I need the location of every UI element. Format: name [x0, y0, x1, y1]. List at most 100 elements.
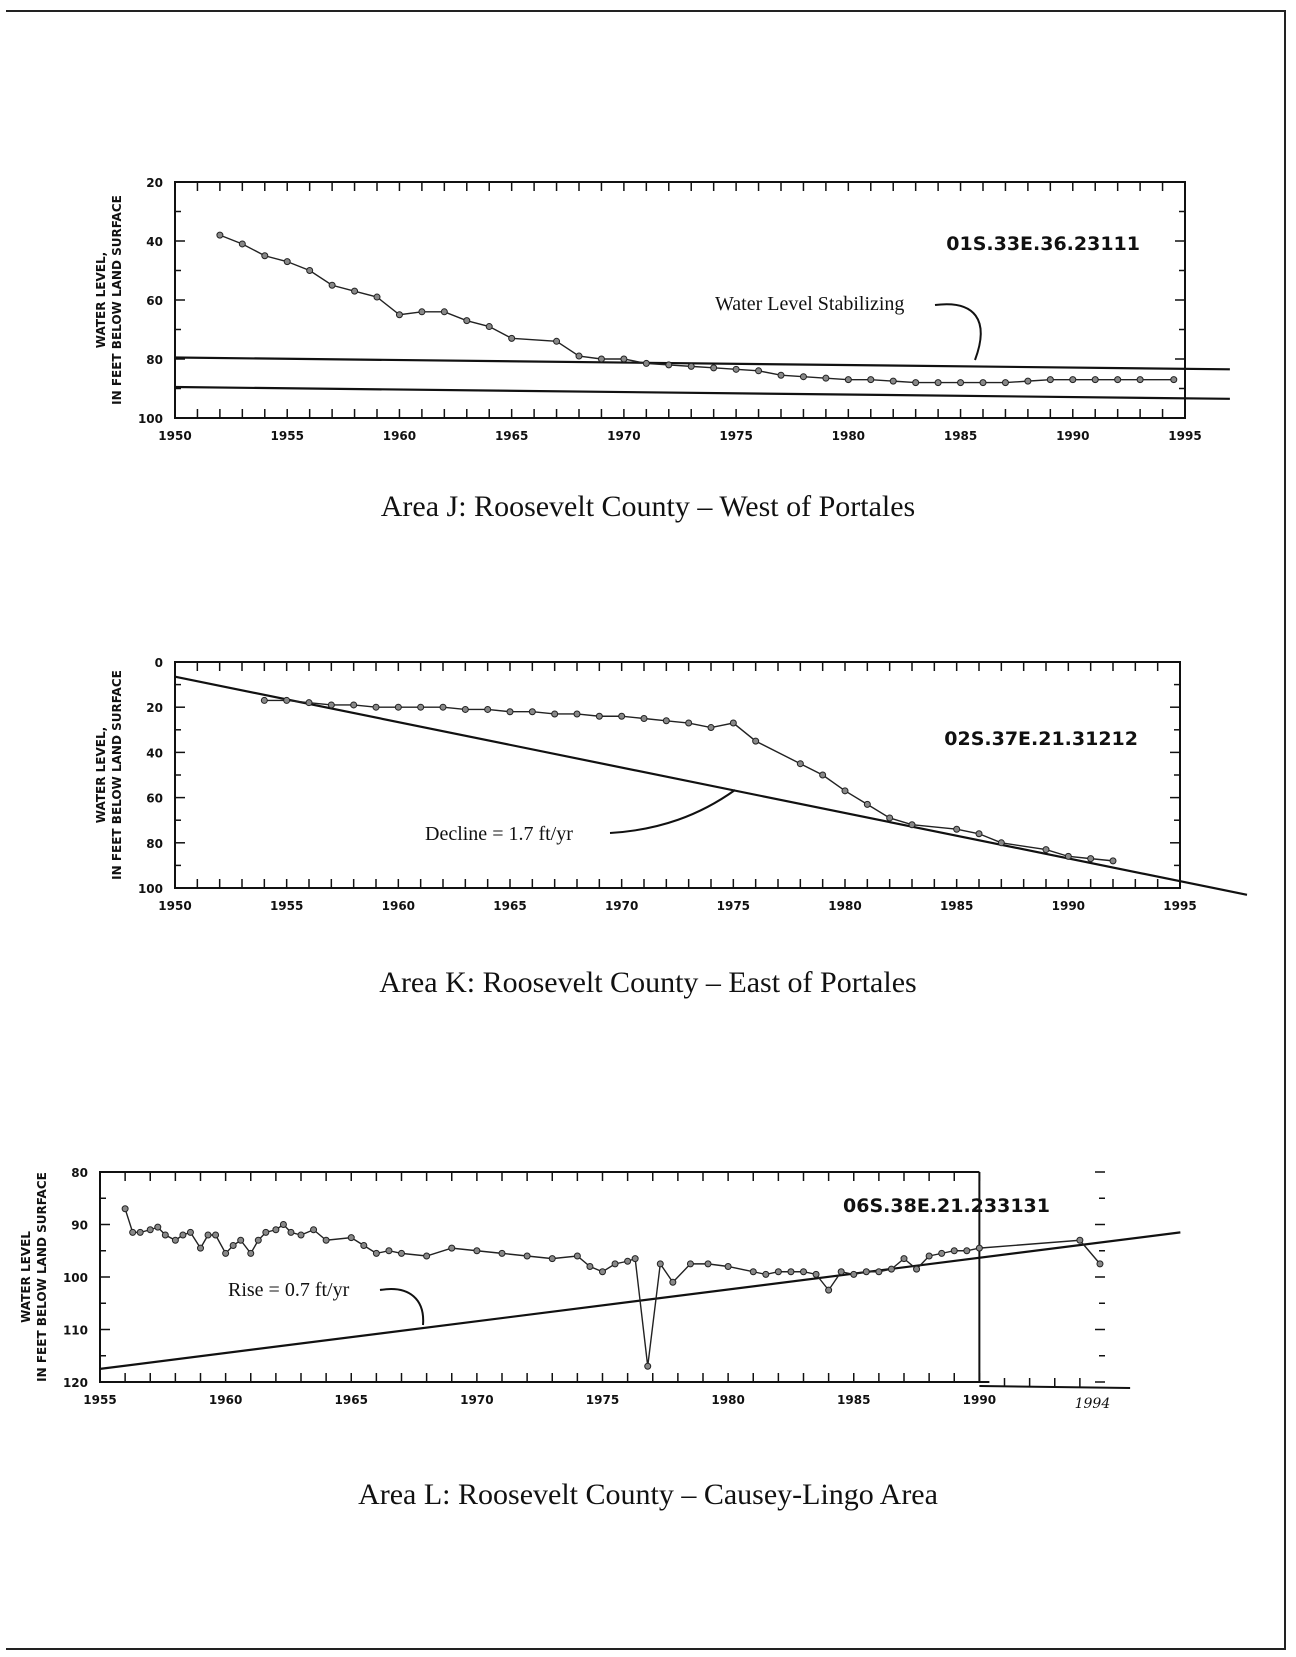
data-point — [229, 1242, 237, 1249]
data-point — [1136, 376, 1144, 384]
y-tick-label: 20 — [146, 701, 163, 715]
data-point — [595, 712, 603, 720]
y-axis-label: IN FEET BELOW LAND SURFACE — [35, 1172, 49, 1382]
data-point — [908, 821, 916, 829]
station-id-label: 01S.33E.36.23111 — [946, 233, 1140, 255]
plot-frame — [174, 661, 1181, 889]
x-tick-label: 1950 — [158, 429, 191, 443]
data-point — [1069, 376, 1077, 384]
x-tick-label: 1990 — [1056, 429, 1089, 443]
annotation-arrow — [379, 1288, 425, 1326]
data-point — [216, 231, 224, 239]
data-point — [686, 1260, 694, 1268]
data-point — [642, 359, 650, 367]
data-point — [656, 1260, 664, 1268]
data-point — [448, 1244, 456, 1252]
data-point — [506, 708, 514, 716]
data-point — [154, 1223, 162, 1231]
data-point — [283, 258, 291, 266]
data-point — [237, 1236, 245, 1244]
x-tick-label: 1975 — [586, 1393, 619, 1407]
data-point — [347, 1234, 355, 1242]
data-point — [749, 1268, 757, 1276]
data-point — [957, 379, 965, 387]
x-tick-label: 1965 — [335, 1393, 368, 1407]
y-axis-label: IN FEET BELOW LAND SURFACE — [110, 195, 124, 405]
data-point — [867, 376, 875, 384]
x-tick-label: 1985 — [944, 429, 977, 443]
data-point — [812, 1270, 820, 1278]
data-point — [439, 703, 447, 711]
data-point — [322, 1236, 330, 1244]
x-tick-label: 1995 — [1163, 899, 1196, 913]
data-point — [508, 334, 516, 342]
x-tick-label: 1960 — [382, 899, 415, 913]
x-tick-label: 1950 — [158, 899, 191, 913]
data-point — [136, 1228, 144, 1236]
y-axis-label: WATER LEVEL — [19, 1231, 33, 1323]
data-point — [417, 703, 425, 711]
data-point — [685, 719, 693, 727]
data-point — [573, 710, 581, 718]
data-point — [398, 1249, 405, 1257]
data-point — [254, 1236, 262, 1244]
y-tick-label: 80 — [71, 1166, 88, 1180]
chart-area-k: 1950 1955 1960 1965 1970 1975 1980 1985 1990 1995… — [94, 656, 1248, 913]
plot-frame — [174, 181, 1186, 419]
data-point — [1096, 1260, 1104, 1268]
y-tick-label: 40 — [146, 746, 163, 760]
x-tick-label: 1970 — [607, 429, 640, 443]
data-point — [662, 717, 670, 725]
data-point — [900, 1255, 908, 1263]
x-tick-label: 1980 — [828, 899, 861, 913]
data-point — [197, 1244, 204, 1252]
data-point — [1064, 852, 1072, 860]
annotation-arrow — [609, 789, 736, 834]
data-point — [262, 1228, 270, 1236]
data-point — [774, 1268, 782, 1276]
data-point — [204, 1231, 212, 1239]
data-point — [669, 1278, 677, 1286]
data-point — [611, 1260, 619, 1268]
x-tick-label: 1975 — [717, 899, 750, 913]
data-point — [287, 1228, 295, 1236]
annotation-label: Decline = 1.7 ft/yr — [425, 823, 573, 845]
x-tick-label: 1955 — [83, 1393, 116, 1407]
x-tick-label: 1985 — [837, 1393, 870, 1407]
data-point — [327, 701, 335, 709]
data-point — [913, 1265, 921, 1273]
data-point — [272, 1226, 280, 1234]
data-point — [618, 712, 626, 720]
x-tick-label: 1960 — [209, 1393, 242, 1407]
data-point — [1042, 846, 1050, 854]
y-tick-label: 90 — [71, 1219, 88, 1233]
data-point — [620, 355, 628, 363]
caption-area-k: Area K: Roosevelt County – East of Porta… — [379, 966, 917, 999]
data-point — [328, 281, 336, 289]
y-tick-label: 40 — [146, 235, 163, 249]
y-tick-label: 100 — [138, 882, 163, 896]
data-point — [687, 362, 695, 370]
data-point — [351, 287, 359, 295]
data-point — [473, 1247, 481, 1255]
data-point — [551, 710, 559, 718]
data-point — [212, 1231, 220, 1239]
station-id-label: 06S.38E.21.233131 — [843, 1195, 1050, 1217]
data-point — [850, 1270, 858, 1278]
water-level-series-line — [264, 699, 1114, 862]
y-tick-label: 20 — [146, 176, 163, 190]
data-point — [825, 1286, 833, 1294]
data-point — [624, 1257, 632, 1265]
data-point — [1091, 376, 1099, 384]
data-point — [1087, 855, 1095, 863]
data-point — [372, 703, 380, 711]
station-id-label: 02S.37E.21.31212 — [944, 728, 1138, 750]
data-point — [297, 1231, 305, 1239]
y-tick-label: 60 — [146, 294, 163, 308]
data-point — [729, 719, 737, 727]
y-tick-label: 100 — [138, 412, 163, 426]
data-point — [394, 703, 402, 711]
data-point — [886, 814, 894, 822]
data-point — [912, 379, 920, 387]
x-tick-label: 1955 — [271, 429, 304, 443]
